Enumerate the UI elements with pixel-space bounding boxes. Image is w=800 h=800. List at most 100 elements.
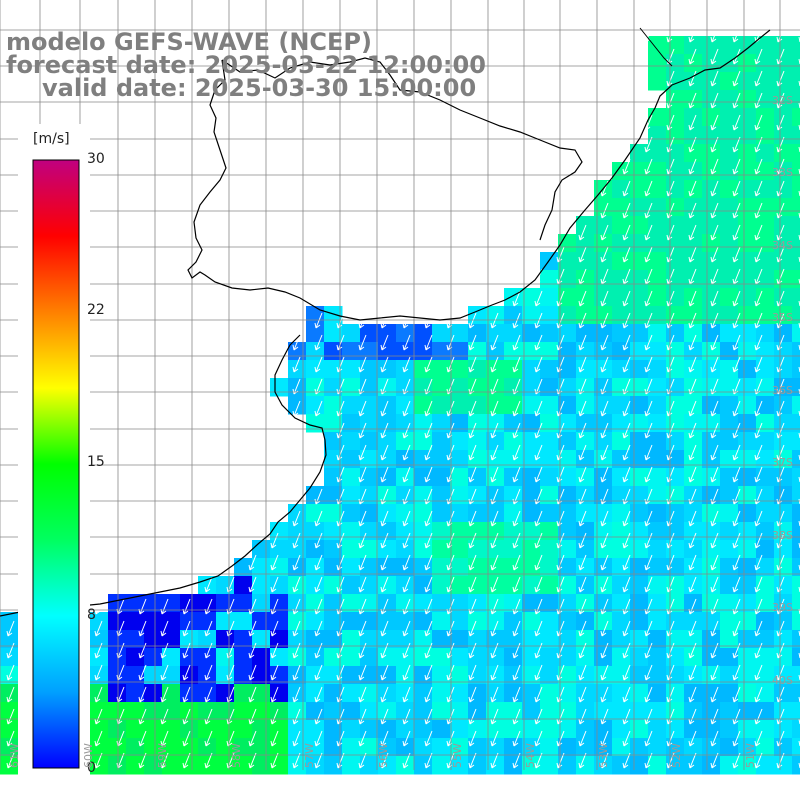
wind-cell xyxy=(540,288,559,307)
wind-arrow xyxy=(754,92,763,109)
wind-cell xyxy=(450,360,469,379)
wind-arrow xyxy=(688,378,697,395)
wind-arrow xyxy=(622,554,631,571)
wind-cell xyxy=(612,504,631,523)
wind-cell xyxy=(612,720,631,739)
wind-cell xyxy=(558,666,577,685)
wind-cell xyxy=(774,144,793,163)
wind-arrow xyxy=(160,730,169,747)
wind-cell xyxy=(558,270,577,289)
wind-arrow xyxy=(644,510,653,527)
wind-arrow xyxy=(732,444,741,461)
wind-cell xyxy=(468,342,487,361)
wind-cell xyxy=(342,756,361,775)
wind-cell xyxy=(702,504,721,523)
wind-cell xyxy=(576,684,595,703)
wind-cell xyxy=(792,72,800,91)
wind-cell xyxy=(774,90,793,109)
wind-cell xyxy=(756,234,775,253)
wind-cell xyxy=(648,486,667,505)
wind-cell xyxy=(270,540,289,559)
wind-arrow xyxy=(622,686,631,703)
wind-cell xyxy=(666,468,685,487)
wind-cell xyxy=(630,288,649,307)
wind-cell xyxy=(342,684,361,703)
wind-cell xyxy=(576,540,595,559)
wind-cell xyxy=(486,378,505,397)
wind-cell xyxy=(792,162,800,181)
wind-cell xyxy=(288,540,307,559)
wind-cell xyxy=(270,666,289,685)
wind-arrow xyxy=(182,620,191,637)
wind-cell xyxy=(414,576,433,595)
wind-cell xyxy=(432,450,451,469)
wind-arrow xyxy=(732,466,741,483)
wind-cell xyxy=(486,450,505,469)
wind-cell xyxy=(288,612,307,631)
wind-cell xyxy=(522,378,541,397)
wind-cell xyxy=(540,414,559,433)
wind-cell xyxy=(180,738,199,757)
wind-cell xyxy=(684,630,703,649)
wind-arrow xyxy=(402,312,411,329)
wind-cell xyxy=(648,414,667,433)
wind-cell xyxy=(432,648,451,667)
wind-cell xyxy=(540,468,559,487)
wind-cell xyxy=(666,108,685,127)
wind-cell xyxy=(630,756,649,775)
wind-arrow xyxy=(754,554,763,571)
wind-arrow xyxy=(380,664,389,681)
wind-arrow xyxy=(314,378,323,395)
wind-cell xyxy=(540,432,559,451)
wind-cell xyxy=(468,324,487,343)
wind-cell xyxy=(558,288,577,307)
wind-arrow xyxy=(644,312,653,329)
wind-cell xyxy=(630,180,649,199)
wind-cell xyxy=(774,486,793,505)
wind-arrow xyxy=(688,532,697,549)
wind-cell xyxy=(666,324,685,343)
wind-cell xyxy=(216,720,235,739)
wind-arrow xyxy=(710,70,719,87)
wind-cell xyxy=(576,360,595,379)
wind-cell xyxy=(198,666,217,685)
wind-arrow xyxy=(688,246,697,263)
wind-cell xyxy=(522,576,541,595)
wind-cell xyxy=(738,648,757,667)
wind-arrow xyxy=(380,620,389,637)
wind-cell xyxy=(594,216,613,235)
wind-cell xyxy=(612,738,631,757)
wind-cell xyxy=(468,396,487,415)
wind-cell xyxy=(684,180,703,199)
wind-arrow xyxy=(512,510,521,527)
wind-arrow xyxy=(468,510,477,527)
wind-cell xyxy=(288,738,307,757)
wind-cell xyxy=(792,504,800,523)
wind-cell xyxy=(684,468,703,487)
wind-cell xyxy=(774,558,793,577)
wind-arrow xyxy=(468,488,477,505)
wind-cell xyxy=(342,720,361,739)
wind-arrow xyxy=(600,708,609,725)
wind-arrow xyxy=(732,554,741,571)
wind-cell xyxy=(396,702,415,721)
wind-arrow xyxy=(622,180,631,197)
wind-cell xyxy=(576,450,595,469)
wind-arrow xyxy=(688,576,697,593)
wind-arrow xyxy=(710,136,719,153)
wind-cell xyxy=(612,468,631,487)
wind-cell xyxy=(684,234,703,253)
wind-cell xyxy=(252,738,271,757)
wind-cell xyxy=(666,738,685,757)
wind-cell xyxy=(792,288,800,307)
wind-cell xyxy=(756,360,775,379)
wind-arrow xyxy=(424,686,433,703)
wind-cell xyxy=(612,756,631,775)
wind-cell xyxy=(378,684,397,703)
wind-cell xyxy=(612,216,631,235)
wind-cell xyxy=(198,612,217,631)
wind-arrow xyxy=(160,752,169,769)
wind-arrow xyxy=(534,466,543,483)
wind-cell xyxy=(234,630,253,649)
wind-arrow xyxy=(490,686,499,703)
